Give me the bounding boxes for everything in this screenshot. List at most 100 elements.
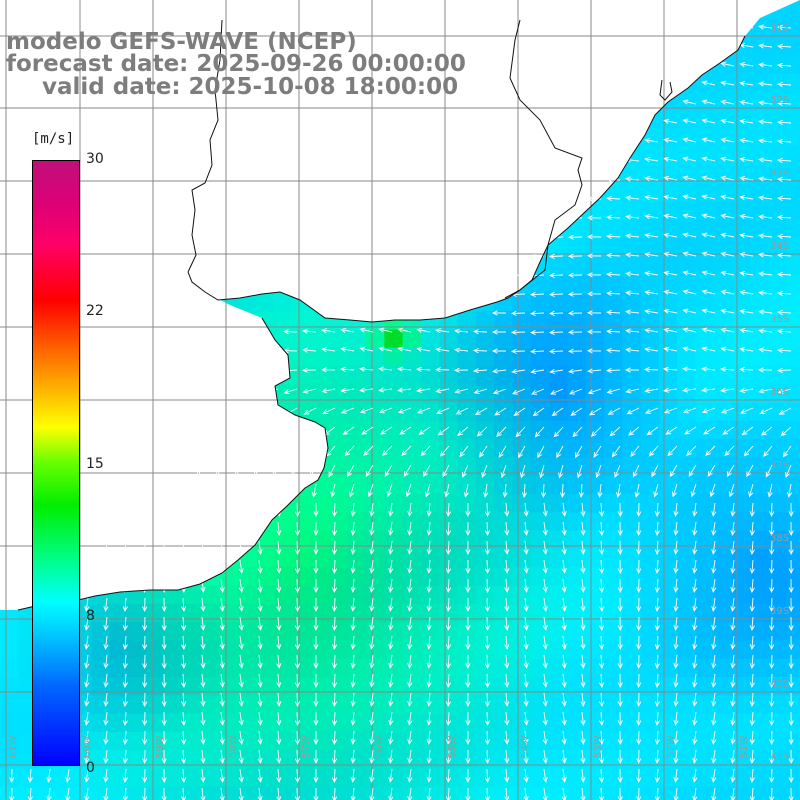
wind-speed-cell <box>274 677 294 696</box>
wind-arrow <box>181 540 187 556</box>
wind-arrow <box>682 346 697 352</box>
wind-speed-cell <box>640 585 660 605</box>
wind-speed-cell <box>732 786 751 800</box>
wind-speed-cell <box>402 329 422 349</box>
wind-speed-cell <box>786 311 800 330</box>
wind-arrow <box>617 730 623 746</box>
wind-speed-cell <box>713 256 733 275</box>
wind-arrow <box>580 559 586 574</box>
wind-speed-cell <box>164 786 184 800</box>
wind-arrow <box>580 711 586 726</box>
wind-speed-cell <box>677 183 696 202</box>
wind-arrow <box>788 768 794 784</box>
wind-arrow <box>523 616 529 631</box>
wind-speed-cell <box>640 329 660 349</box>
wind-speed-cell <box>402 786 422 800</box>
wind-arrow <box>350 673 356 688</box>
wind-arrow <box>701 99 716 105</box>
wind-arrow <box>769 768 775 784</box>
wind-arrow <box>711 578 717 593</box>
wind-arrow <box>739 327 754 334</box>
wind-speed-cell <box>695 713 715 733</box>
wind-arrow <box>663 213 678 219</box>
wind-speed-cell <box>530 622 550 641</box>
wind-arrow <box>669 464 678 478</box>
wind-speed-cell <box>366 585 385 605</box>
wind-speed-cell <box>713 292 733 312</box>
wind-speed-cell <box>183 695 202 715</box>
wind-arrow <box>455 407 469 415</box>
wind-speed-cell <box>658 256 678 275</box>
wind-speed-cell <box>695 585 715 605</box>
wind-speed-cell <box>695 237 715 257</box>
wind-arrow <box>219 616 225 631</box>
wind-speed-cell <box>201 622 221 641</box>
wind-speed-cell <box>512 567 532 587</box>
wind-speed-cell <box>750 109 770 129</box>
wind-arrow <box>367 483 374 498</box>
wind-speed-cell <box>750 274 770 294</box>
wind-speed-cell <box>695 530 715 550</box>
wind-arrow <box>369 654 375 669</box>
wind-arrow <box>347 464 355 478</box>
wind-arrow <box>84 768 90 783</box>
wind-speed-cell <box>567 677 587 696</box>
wind-speed-cell <box>311 622 330 641</box>
wind-speed-cell <box>768 366 788 385</box>
wind-speed-cell <box>750 640 770 660</box>
wind-speed-cell <box>439 512 458 532</box>
wind-arrow <box>599 749 605 765</box>
wind-arrow <box>617 502 623 518</box>
wind-arrow <box>542 673 548 688</box>
wind-arrow <box>632 464 640 478</box>
wind-arrow <box>294 787 301 800</box>
wind-speed-cell <box>603 256 623 275</box>
wind-speed-cell <box>713 713 733 733</box>
wind-speed-cell <box>0 713 19 733</box>
wind-arrow <box>331 540 338 556</box>
wind-speed-cell <box>768 420 788 440</box>
colorbar-tick-0: 0 <box>86 760 95 776</box>
wind-arrow <box>445 749 452 765</box>
wind-arrow <box>369 578 375 593</box>
wind-speed-cell <box>603 603 623 623</box>
wind-speed-cell <box>457 640 477 660</box>
wind-speed-cell <box>366 475 385 495</box>
wind-speed-cell <box>256 640 275 660</box>
wind-arrow <box>510 329 526 335</box>
wind-speed-cell <box>201 713 221 733</box>
wind-arrow <box>122 768 128 784</box>
wind-arrow <box>342 426 355 435</box>
wind-speed-cell <box>658 128 678 147</box>
wind-speed-cell <box>311 677 330 696</box>
wind-speed-cell <box>164 603 184 623</box>
wind-speed-cell <box>713 219 733 239</box>
wind-arrow <box>644 195 659 201</box>
wind-arrow <box>730 654 736 669</box>
wind-arrow <box>605 367 621 374</box>
wind-speed-cell <box>622 366 641 385</box>
wind-arrow <box>302 328 317 334</box>
wind-arrow <box>580 749 586 764</box>
wind-arrow <box>654 692 660 708</box>
wind-arrow <box>142 730 148 746</box>
lat-label: 34S <box>770 241 789 252</box>
wind-speed-cell <box>658 512 678 532</box>
wind-speed-cell <box>329 329 349 349</box>
wind-arrow <box>313 768 319 784</box>
wind-arrow <box>730 749 736 764</box>
wind-arrow <box>369 502 375 517</box>
wind-speed-cell <box>713 146 733 166</box>
wind-arrow <box>276 654 282 669</box>
wind-speed-cell <box>91 640 111 660</box>
wind-arrow <box>161 673 167 689</box>
wind-speed-cell <box>603 750 623 770</box>
wind-speed-cell <box>695 658 715 678</box>
wind-arrow <box>161 711 167 727</box>
map-title-forecast-date: forecast date: 2025-09-26 00:00:00 <box>6 51 466 77</box>
wind-arrow <box>726 464 735 478</box>
wind-speed-cell <box>768 18 788 38</box>
wind-arrow <box>692 692 698 707</box>
wind-arrow <box>711 597 717 612</box>
wind-speed-cell <box>420 603 440 623</box>
